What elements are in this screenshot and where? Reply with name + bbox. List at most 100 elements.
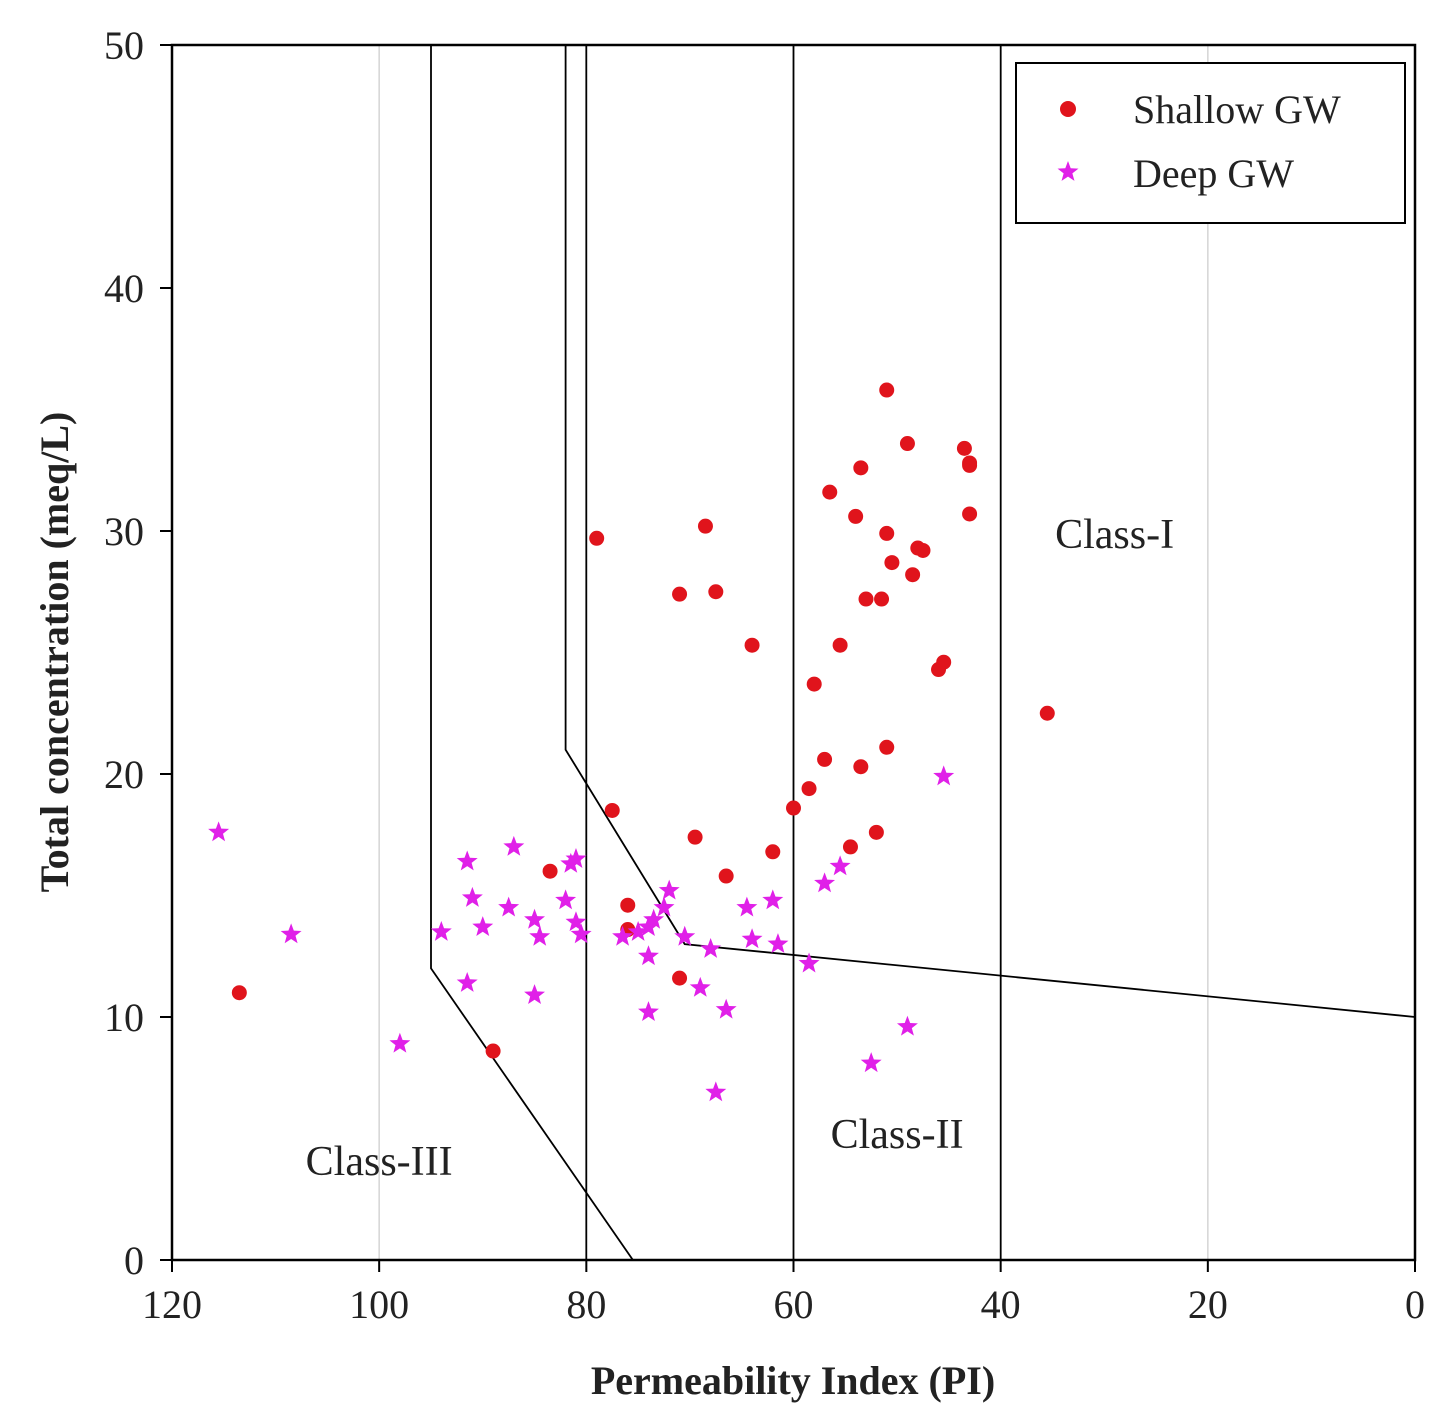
deep-gw-point-37 bbox=[829, 855, 851, 876]
deep-gw-point-31 bbox=[736, 896, 758, 917]
shallow-gw-point-19 bbox=[822, 484, 838, 500]
shallow-gw-point-12 bbox=[718, 868, 734, 884]
y-axis-title: Total concentration (meq/L) bbox=[32, 412, 77, 893]
shallow-gw-point-23 bbox=[853, 460, 869, 476]
deep-gw-point-22 bbox=[638, 1001, 659, 1022]
deep-gw-point-14 bbox=[560, 852, 582, 873]
shallow-gw-point-16 bbox=[801, 781, 817, 797]
deep-gw-point-17 bbox=[570, 923, 592, 944]
shallow-gw-point-3 bbox=[589, 530, 605, 546]
deep-gw-point-10 bbox=[524, 908, 545, 929]
deep-gw-point-21 bbox=[638, 945, 659, 966]
deep-gw-point-13 bbox=[555, 889, 577, 910]
deep-gw-point-32 bbox=[741, 928, 763, 949]
x-axis-title: Permeability Index (PI) bbox=[591, 1358, 995, 1403]
shallow-gw-point-22 bbox=[848, 508, 864, 524]
deep-gw-point-27 bbox=[689, 976, 711, 997]
deep-gw-point-23 bbox=[643, 908, 665, 929]
class-label-layer: Class-I Class-II Class-III bbox=[306, 512, 1174, 1185]
deep-gw-point-0 bbox=[208, 821, 230, 842]
deep-gw-point-7 bbox=[472, 916, 494, 936]
x-tick-label-120: 120 bbox=[142, 1282, 202, 1327]
shallow-gw-point-7 bbox=[672, 586, 688, 602]
shallow-gw-point-38 bbox=[956, 440, 972, 456]
deep-gw-point-30 bbox=[715, 998, 737, 1019]
legend-box bbox=[1015, 62, 1406, 224]
deep-gw-point-28 bbox=[700, 937, 722, 958]
shallow-gw-point-8 bbox=[672, 970, 688, 986]
shallow-gw-point-30 bbox=[879, 739, 895, 755]
legend-label-deep-gw: Deep GW bbox=[1133, 151, 1294, 196]
shallow-gw-point-32 bbox=[899, 436, 915, 452]
shallow-gw-point-29 bbox=[879, 525, 895, 541]
deep-gw-point-39 bbox=[896, 1015, 918, 1036]
shallow-gw-point-4 bbox=[604, 802, 620, 818]
deep-gw-point-5 bbox=[456, 971, 478, 992]
deep-gw-point-33 bbox=[762, 889, 784, 910]
deep-gw-point-8 bbox=[498, 896, 520, 917]
deep-gw-point-1 bbox=[280, 923, 302, 944]
x-tick-label-60: 60 bbox=[774, 1282, 814, 1327]
deep-gw-point-25 bbox=[658, 879, 680, 900]
shallow-gw-point-9 bbox=[687, 829, 703, 845]
y-tick-label-40: 40 bbox=[104, 266, 144, 311]
deep-gw-point-36 bbox=[814, 872, 836, 893]
shallow-gw-point-15 bbox=[786, 800, 801, 816]
shallow-gw-point-25 bbox=[858, 591, 874, 607]
class-boundary-layer bbox=[430, 45, 1416, 1261]
deep-gw-point-29 bbox=[705, 1081, 727, 1102]
shallow-gw-point-21 bbox=[842, 839, 858, 855]
legend: Shallow GW Deep GW bbox=[1015, 62, 1406, 224]
class-iii-boundary bbox=[430, 45, 634, 1261]
deep-gw-point-15 bbox=[565, 848, 587, 868]
x-tick-label-0: 0 bbox=[1405, 1282, 1425, 1327]
shallow-gw-point-31 bbox=[884, 555, 900, 571]
y-tick-label-30: 30 bbox=[104, 509, 144, 554]
deep-gw-point-4 bbox=[456, 850, 478, 871]
shallow-gw-point-1 bbox=[485, 1043, 501, 1059]
axis-ticks-layer: 120 100 80 60 40 20 0 0 10 20 30 40 50 bbox=[104, 23, 1425, 1327]
x-tick-label-20: 20 bbox=[1188, 1282, 1228, 1327]
shallow-gw-point-5 bbox=[620, 897, 636, 913]
shallow-gw-point-11 bbox=[708, 584, 724, 600]
shallow-gw-point-42 bbox=[1039, 705, 1055, 721]
deep-gw-point-12 bbox=[529, 925, 551, 946]
shallow-gw-point-10 bbox=[697, 518, 713, 534]
deep-gw-point-16 bbox=[565, 911, 587, 932]
shallow-gw-point-18 bbox=[817, 751, 833, 767]
deep-gw-point-34 bbox=[767, 933, 789, 953]
class-ii-boundary bbox=[564, 45, 1416, 1018]
legend-marker-shallow-gw bbox=[1060, 101, 1076, 117]
deep-gw-point-35 bbox=[798, 952, 820, 973]
shallow-gw-point-41 bbox=[962, 506, 978, 522]
shallow-gw-point-17 bbox=[806, 676, 822, 692]
deep-gw-point-26 bbox=[674, 925, 696, 946]
legend-marker-deep-gw bbox=[1057, 161, 1079, 181]
legend-label-shallow-gw: Shallow GW bbox=[1133, 87, 1341, 132]
data-points-layer bbox=[208, 382, 1055, 1102]
y-tick-label-10: 10 bbox=[104, 995, 144, 1040]
shallow-gw-point-13 bbox=[744, 637, 760, 653]
shallow-gw-point-27 bbox=[874, 591, 890, 607]
deep-gw-point-11 bbox=[524, 984, 545, 1005]
shallow-gw-point-24 bbox=[853, 759, 869, 775]
shallow-gw-point-33 bbox=[905, 567, 921, 583]
deep-gw-point-40 bbox=[933, 765, 955, 786]
deep-gw-point-9 bbox=[503, 835, 525, 856]
y-tick-label-20: 20 bbox=[104, 752, 144, 797]
region-label-class-ii: Class-II bbox=[831, 1112, 964, 1158]
shallow-gw-point-14 bbox=[765, 844, 781, 860]
x-tick-label-100: 100 bbox=[349, 1282, 409, 1327]
shallow-gw-point-40 bbox=[962, 457, 978, 473]
shallow-gw-point-26 bbox=[868, 824, 884, 840]
region-label-class-i: Class-I bbox=[1055, 512, 1174, 558]
deep-gw-point-3 bbox=[430, 920, 452, 941]
deep-gw-point-18 bbox=[612, 925, 634, 946]
shallow-gw-point-37 bbox=[936, 654, 952, 670]
y-tick-label-50: 50 bbox=[104, 23, 144, 68]
deep-gw-point-38 bbox=[860, 1052, 882, 1073]
region-label-class-iii: Class-III bbox=[306, 1139, 453, 1185]
deep-gw-point-24 bbox=[653, 896, 675, 917]
deep-gw-point-6 bbox=[461, 886, 483, 907]
